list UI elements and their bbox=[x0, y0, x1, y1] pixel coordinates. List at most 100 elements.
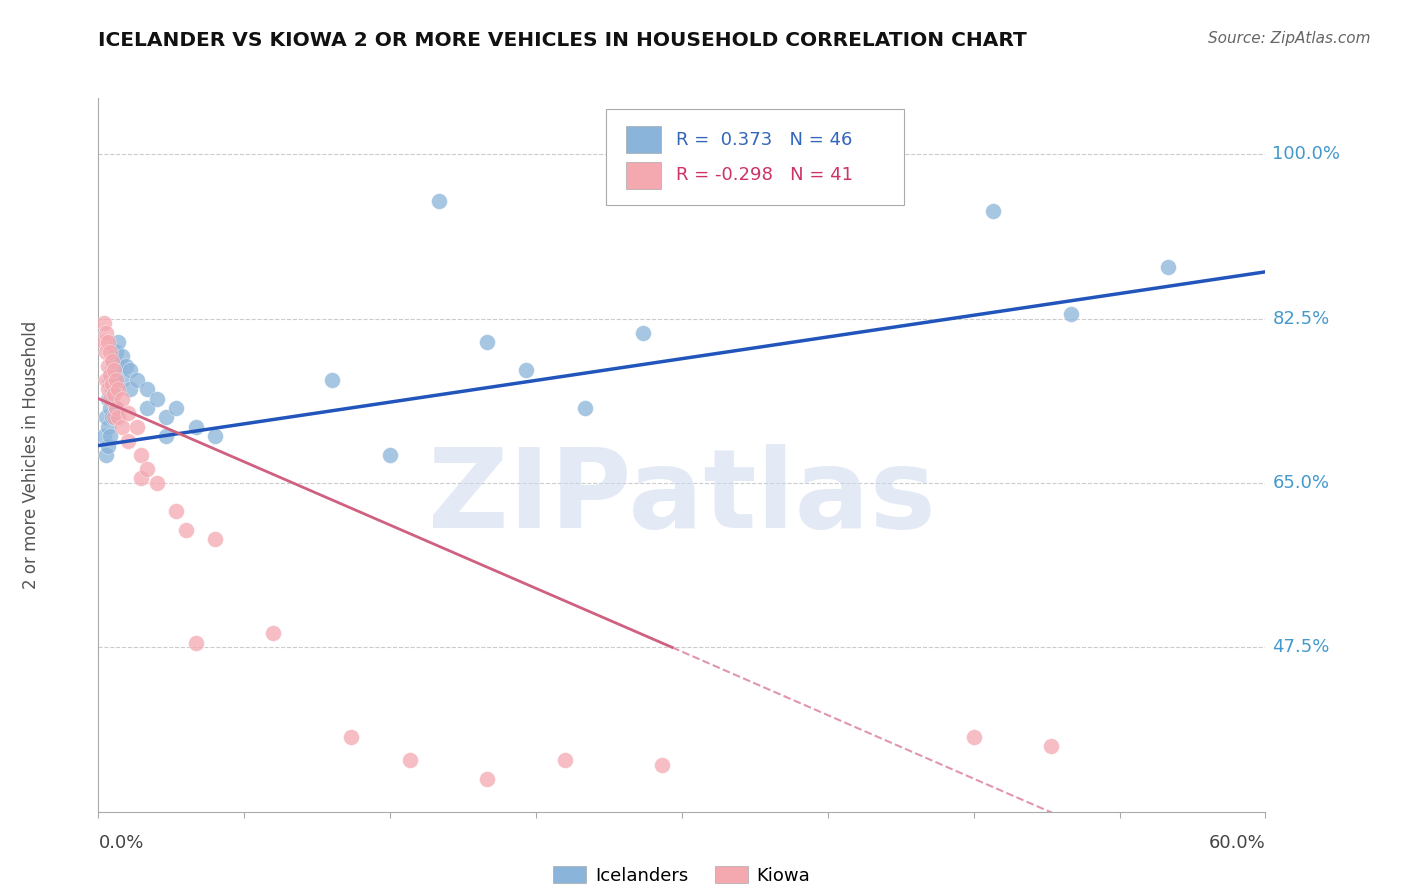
Point bbox=[101, 410, 124, 425]
Point bbox=[111, 373, 134, 387]
Point bbox=[104, 344, 127, 359]
Point bbox=[1157, 260, 1180, 274]
Point bbox=[104, 401, 127, 415]
Point bbox=[96, 448, 118, 462]
Point bbox=[93, 335, 115, 350]
Point bbox=[477, 772, 499, 786]
Point bbox=[97, 419, 120, 434]
FancyBboxPatch shape bbox=[626, 161, 661, 189]
Point bbox=[136, 382, 159, 396]
FancyBboxPatch shape bbox=[606, 109, 904, 205]
Text: R =  0.373   N = 46: R = 0.373 N = 46 bbox=[676, 130, 852, 148]
Point bbox=[103, 387, 125, 401]
Text: R = -0.298   N = 41: R = -0.298 N = 41 bbox=[676, 166, 853, 184]
Point bbox=[101, 354, 124, 368]
Text: 100.0%: 100.0% bbox=[1272, 145, 1340, 163]
Point bbox=[117, 406, 139, 420]
Point bbox=[93, 429, 115, 443]
Text: 47.5%: 47.5% bbox=[1272, 639, 1330, 657]
Point bbox=[97, 382, 120, 396]
Text: 65.0%: 65.0% bbox=[1272, 474, 1330, 492]
Point bbox=[184, 419, 207, 434]
Point bbox=[174, 523, 197, 537]
Point bbox=[104, 401, 127, 415]
Point bbox=[515, 363, 537, 377]
Point bbox=[107, 335, 129, 350]
Point bbox=[111, 392, 134, 406]
Point bbox=[574, 401, 596, 415]
Point bbox=[127, 419, 149, 434]
Point bbox=[98, 368, 121, 383]
Point bbox=[104, 373, 127, 387]
Point bbox=[97, 359, 120, 373]
Point bbox=[98, 401, 121, 415]
Point bbox=[96, 344, 118, 359]
Point bbox=[981, 203, 1004, 218]
Text: Source: ZipAtlas.com: Source: ZipAtlas.com bbox=[1208, 31, 1371, 46]
Point bbox=[340, 730, 363, 744]
Point bbox=[651, 757, 673, 772]
Text: ZIPatlas: ZIPatlas bbox=[427, 444, 936, 551]
Point bbox=[101, 363, 124, 377]
Point bbox=[631, 326, 654, 340]
Point bbox=[107, 410, 129, 425]
Point bbox=[129, 448, 152, 462]
Point bbox=[98, 392, 121, 406]
Point bbox=[262, 626, 284, 640]
Point bbox=[96, 373, 118, 387]
Point bbox=[107, 359, 129, 373]
Point bbox=[129, 471, 152, 485]
Point bbox=[136, 401, 159, 415]
Point bbox=[111, 349, 134, 363]
Point bbox=[96, 326, 118, 340]
Point bbox=[554, 753, 576, 767]
Point bbox=[146, 476, 169, 491]
Point bbox=[98, 344, 121, 359]
Point bbox=[107, 382, 129, 396]
Point bbox=[96, 410, 118, 425]
Point bbox=[103, 363, 125, 377]
Point bbox=[97, 335, 120, 350]
Point bbox=[101, 382, 124, 396]
Point bbox=[962, 730, 984, 744]
Point bbox=[97, 438, 120, 452]
Point bbox=[1040, 739, 1063, 753]
Text: 60.0%: 60.0% bbox=[1209, 834, 1265, 852]
Point bbox=[103, 373, 125, 387]
Point bbox=[97, 392, 120, 406]
Point bbox=[204, 429, 226, 443]
Point bbox=[114, 359, 136, 373]
Point bbox=[136, 462, 159, 476]
Point bbox=[321, 373, 343, 387]
Point bbox=[146, 392, 169, 406]
Point bbox=[427, 194, 450, 209]
Point bbox=[117, 434, 139, 448]
Text: 0.0%: 0.0% bbox=[98, 834, 143, 852]
Point bbox=[103, 410, 125, 425]
Point bbox=[165, 401, 187, 415]
Point bbox=[127, 373, 149, 387]
Point bbox=[155, 410, 177, 425]
Text: 2 or more Vehicles in Household: 2 or more Vehicles in Household bbox=[22, 321, 39, 589]
Point bbox=[155, 429, 177, 443]
Point bbox=[1060, 307, 1083, 321]
Point bbox=[184, 636, 207, 650]
Point bbox=[104, 373, 127, 387]
Point bbox=[477, 335, 499, 350]
Text: 82.5%: 82.5% bbox=[1272, 310, 1330, 327]
FancyBboxPatch shape bbox=[626, 126, 661, 153]
Point bbox=[118, 382, 141, 396]
Point bbox=[111, 419, 134, 434]
Point bbox=[118, 363, 141, 377]
Point bbox=[378, 448, 402, 462]
Point bbox=[398, 753, 420, 767]
Point bbox=[204, 533, 226, 547]
Point bbox=[93, 317, 115, 331]
Point bbox=[103, 354, 125, 368]
Point bbox=[98, 429, 121, 443]
Point bbox=[98, 373, 121, 387]
Text: ICELANDER VS KIOWA 2 OR MORE VEHICLES IN HOUSEHOLD CORRELATION CHART: ICELANDER VS KIOWA 2 OR MORE VEHICLES IN… bbox=[98, 31, 1028, 50]
Point bbox=[101, 377, 124, 392]
Point bbox=[165, 504, 187, 518]
Legend: Icelanders, Kiowa: Icelanders, Kiowa bbox=[554, 866, 810, 885]
